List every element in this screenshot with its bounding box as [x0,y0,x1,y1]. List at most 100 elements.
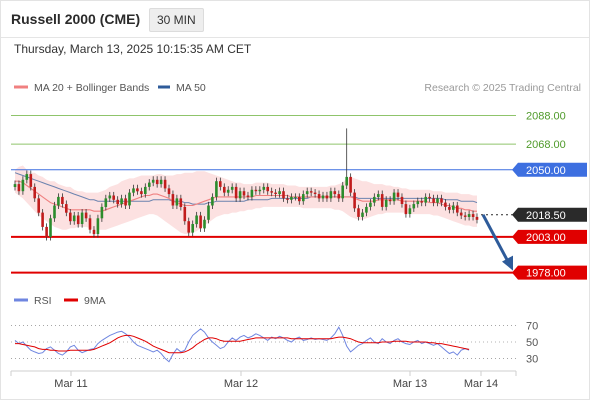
candle-body [456,205,459,213]
candle-body [440,198,443,203]
candle-body [309,191,313,193]
level-tag-1978.00 [512,265,587,280]
candle-body [124,198,127,206]
candle-body [408,208,412,214]
timeframe-badge[interactable]: 30 MIN [149,8,204,32]
candle-body [140,191,143,195]
candle-body [432,198,435,203]
rsi-tick-30: 30 [526,353,538,365]
candle-body [69,212,72,222]
candle-body [369,202,372,207]
candle-body [171,194,175,206]
candle-body [357,208,360,217]
candle-body [412,204,416,209]
level-label-2003.00: 2003.00 [526,232,566,244]
candle-body [258,189,262,192]
candle-body [104,198,108,207]
candle-body [72,215,76,222]
candle-body [57,196,60,206]
candle-body [37,198,40,213]
candle-body [234,186,238,199]
bollinger-band-area [15,165,477,234]
candle-body [400,196,404,204]
candle-body [116,199,119,205]
candle-body [112,195,115,200]
candle-body [29,174,33,187]
x-label-Mar-11: Mar 11 [54,378,87,390]
rsi-tick-50: 50 [526,337,538,349]
candle-body [373,196,376,203]
candle-body [290,196,293,200]
x-label-Mar-12: Mar 12 [224,378,258,390]
candle-body [313,192,317,194]
candle-body [262,186,266,190]
candle-body [155,179,159,185]
candle-body [444,202,447,207]
candle-body [424,196,427,203]
candle-body [230,186,234,190]
candle-body [278,191,281,195]
x-label-Mar-14: Mar 14 [464,378,498,390]
candle-body [167,188,171,195]
ma20-line [15,180,477,212]
candle-body [475,216,479,220]
candle-body [459,212,463,216]
x-axis: Mar 11 Mar 12 Mar 13 Mar 14 [10,371,517,390]
candle-body [84,212,88,219]
candle-body [215,181,218,197]
candle-body [349,176,352,193]
candle-body [61,196,64,204]
candle-body [45,226,48,237]
level-label-2050.00: 2050.00 [526,165,566,177]
candle-body [195,215,198,225]
candle-body [396,192,400,197]
price-levels: 2088.00 2068.00 2050.00 2018.50 2003.00 1978.… [11,111,587,280]
candle-body [377,194,380,197]
candle-body [179,198,183,207]
candle-body [325,195,329,199]
candle-body [467,214,471,217]
candle-body [132,188,135,193]
candle-body [392,192,396,202]
candle-body [92,229,96,235]
candle-body [270,191,273,193]
candle-body [219,181,222,187]
source-credit: Research © 2025 Trading Central [424,82,581,94]
candle-body [100,206,104,219]
ma50-legend-label: MA 50 [176,82,206,94]
rsi-legend-label: RSI [34,295,52,307]
candle-body [163,179,167,189]
candle-body [151,179,155,183]
rsi-line [14,326,470,363]
rsi-panel: 70 50 30 [11,321,538,365]
candle-body [136,188,139,192]
candle-body [282,191,285,199]
candle-body [298,196,301,202]
candle-body [286,198,289,200]
candle-body [203,219,206,229]
candle-body [108,195,112,199]
ma50-line [14,172,478,205]
candle-body [49,218,52,237]
candlesticks [13,128,479,241]
x-label-Mar-13: Mar 13 [393,378,427,390]
candle-body [448,206,451,210]
rsi-ma-legend-label: 9MA [84,295,106,307]
level-label-2068.00: 2068.00 [526,139,566,151]
candle-body [353,192,356,209]
candle-body [76,215,80,225]
candle-body [183,206,187,222]
candle-body [199,215,202,229]
forecast-arrow-shaft [481,214,510,263]
candle-body [120,198,123,205]
candle-body [274,192,277,194]
forecast-arrow [481,214,513,271]
chart-header: Russell 2000 (CME) 30 MIN [1,1,589,38]
candle-body [471,214,475,217]
candle-body [65,204,68,213]
candle-body [436,198,439,203]
candle-body [317,194,321,199]
candle-body [404,204,408,215]
timestamp: Thursday, March 13, 2025 10:15:35 AM CET [14,42,252,56]
candle-body [337,194,341,199]
